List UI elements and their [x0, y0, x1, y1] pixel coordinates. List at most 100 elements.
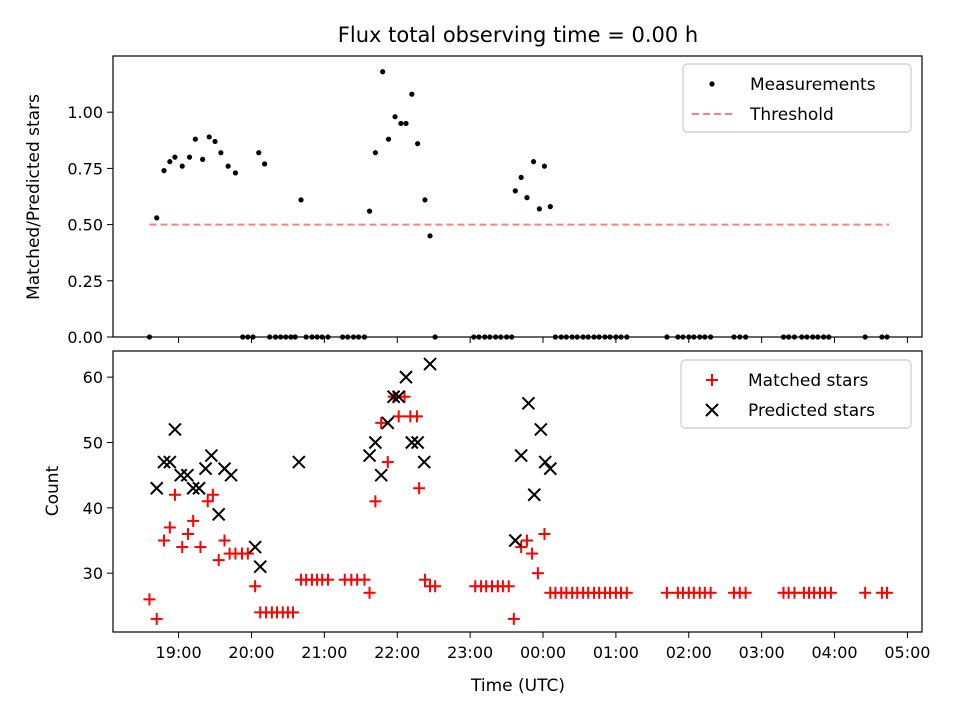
count-plot-frame: [112, 350, 923, 633]
predicted-star-point: [211, 507, 226, 522]
measurement-point: [167, 159, 173, 165]
matched-star-point: [502, 580, 515, 593]
predicted-star-point: [386, 390, 401, 404]
legend-plus-icon: [706, 374, 718, 386]
count-legend: Matched stars Predicted stars: [680, 359, 912, 429]
matched-star-point: [520, 534, 533, 547]
measurement-point: [372, 150, 378, 156]
measurement-point: [225, 163, 231, 169]
measurement-point: [172, 154, 178, 160]
measurement-point: [427, 233, 433, 239]
predicted-star-point: [180, 468, 195, 482]
predicted-star-point: [417, 455, 431, 469]
measurement-point: [524, 195, 530, 201]
matched-star-point: [163, 521, 176, 534]
predicted-star-point: [368, 435, 383, 450]
x-tick-label: 02:00: [666, 643, 712, 662]
x-tick-label: 22:00: [374, 643, 420, 662]
measurement-point: [218, 150, 224, 156]
ratio-y-axis: 0.00 0.25 0.50 0.75 1.00: [67, 103, 113, 347]
legend-label-threshold: Threshold: [749, 105, 834, 125]
predicted-star-point: [508, 533, 523, 548]
predicted-star-point: [224, 468, 238, 482]
predicted-star-point: [248, 540, 262, 554]
predicted-star-point: [405, 435, 419, 450]
predicted-star-point: [374, 468, 388, 482]
matched-star-point: [739, 586, 752, 599]
ratio-legend: Measurements Threshold: [682, 63, 912, 133]
measurement-point: [518, 174, 524, 180]
matched-star-point: [531, 567, 544, 580]
y-tick-label: 40: [83, 499, 103, 518]
predicted-star-point: [381, 416, 395, 430]
matched-star-point: [824, 586, 837, 599]
predicted-star-point: [292, 455, 306, 469]
predicted-star-point: [391, 390, 406, 404]
matched-star-point: [201, 495, 214, 508]
matched-star-point: [413, 482, 426, 495]
matched-star-point: [182, 527, 195, 540]
measurement-point: [380, 69, 386, 75]
matched-star-point: [168, 488, 181, 501]
matched-star-point: [249, 580, 262, 593]
matched-star-point: [158, 534, 171, 547]
count-y-axis-label: Count: [43, 465, 63, 516]
measurement-point: [298, 197, 304, 203]
measurement-point: [212, 138, 218, 145]
x-tick-label: 01:00: [593, 643, 639, 662]
legend-label-matched: Matched stars: [748, 371, 868, 391]
measurement-point: [186, 154, 193, 160]
measurement-point: [206, 134, 212, 140]
measurement-point: [261, 161, 268, 167]
predicted-star-point: [423, 357, 437, 371]
predicted-star-point: [204, 448, 219, 463]
matched-star-point: [507, 612, 520, 625]
predicted-star-point: [253, 559, 267, 574]
predicted-star-point: [168, 422, 182, 437]
x-axis-label: Time (UTC): [470, 676, 565, 696]
measurement-point: [398, 120, 404, 127]
matched-star-point: [660, 586, 673, 599]
matched-star-point: [150, 612, 163, 625]
x-tick-label: 04:00: [811, 643, 857, 662]
matched-star-point: [358, 573, 371, 586]
matched-star-point: [398, 390, 411, 403]
x-tick-label: 00:00: [520, 643, 566, 662]
matched-star-point: [859, 586, 872, 599]
predicted-star-point: [543, 461, 558, 476]
predicted-star-point: [538, 455, 552, 469]
ratio-legend-box: [682, 63, 912, 133]
count-y-axis: 30 40 50 60: [83, 368, 113, 583]
predicted-star-point: [362, 448, 377, 463]
matched-star-point: [212, 554, 225, 567]
legend-label-measurements: Measurements: [750, 75, 876, 95]
predicted-star-point: [527, 488, 541, 502]
matched-star-point: [206, 488, 219, 501]
measurement-point: [200, 156, 206, 163]
measurement-point: [161, 168, 167, 174]
y-tick-label: 0.50: [67, 216, 103, 235]
matched-star-point: [526, 547, 539, 560]
predicted-star-point: [410, 435, 425, 450]
x-tick-label: 21:00: [301, 643, 347, 662]
matched-star-point: [704, 586, 717, 599]
matched-star-point: [881, 586, 894, 599]
measurement-point: [536, 206, 542, 212]
legend-label-predicted: Predicted stars: [748, 401, 875, 421]
predicted-star-point: [174, 468, 188, 482]
matched-star-point: [241, 547, 254, 560]
legend-dot-icon: [709, 81, 715, 87]
matched-star-point: [194, 541, 207, 554]
measurement-point: [256, 150, 262, 156]
measurement-point: [422, 197, 428, 203]
ratio-x-axis: [178, 337, 908, 343]
measurement-point: [541, 163, 548, 169]
x-tick-label: 20:00: [228, 643, 274, 662]
measurement-point: [366, 208, 373, 214]
matched-star-point: [176, 541, 189, 554]
y-tick-label: 1.00: [67, 103, 103, 122]
predicted-star-point: [163, 455, 177, 469]
measurement-point: [403, 120, 409, 127]
count-x-axis: 19:00 20:00 21:00 22:00 23:00 00:00 01:00 02:00…: [156, 632, 930, 662]
matched-star-point: [143, 593, 156, 606]
